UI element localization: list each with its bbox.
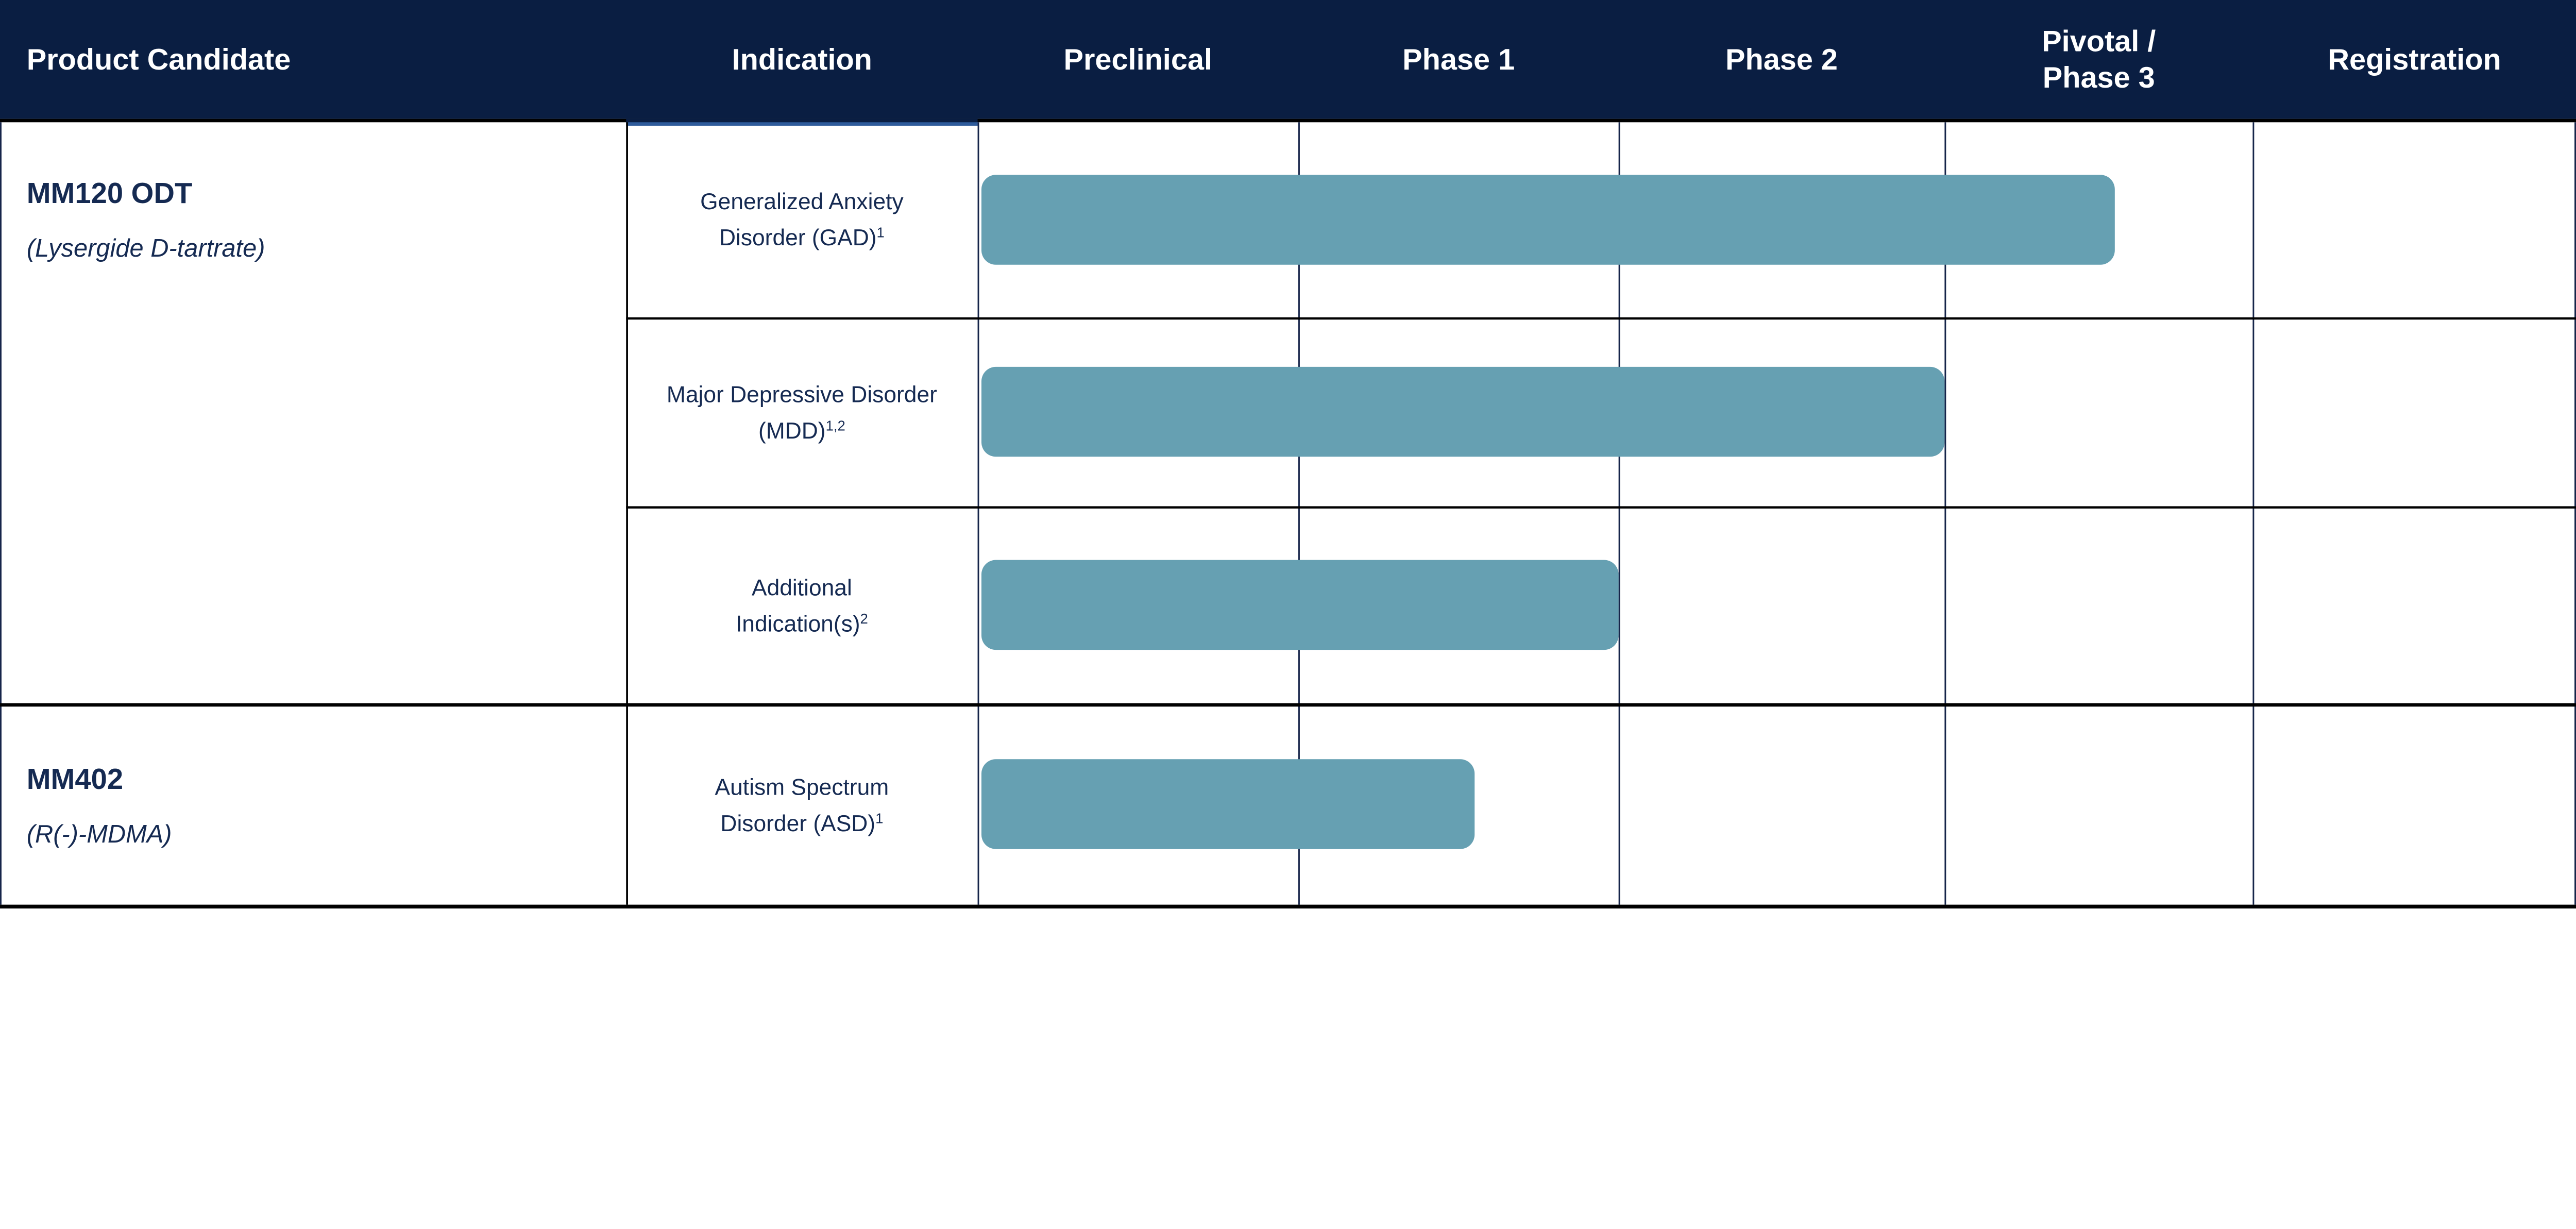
indication-cell-gad: Generalized Anxiety Disorder (GAD)1 (626, 122, 977, 317)
footnote-marker: 2 (860, 610, 868, 627)
col-header-pivotal-phase-3: Pivotal / Phase 3 (2042, 23, 2156, 96)
indication-label-asd: Autism Spectrum Disorder (ASD)1 (715, 774, 889, 836)
product-cell-mm120: MM120 ODT (Lysergide D-tartrate) (0, 122, 624, 317)
indication-cell-mdd: Major Depressive Disorder (MDD)1,2 (626, 319, 977, 506)
pipeline-bar-gad (981, 175, 2115, 265)
indication-cell-additional: Additional Indication(s)2 (626, 509, 977, 703)
indication-cell-asd: Autism Spectrum Disorder (ASD)1 (626, 706, 977, 904)
pipeline-bar-mdd (981, 366, 1945, 457)
col-header-phase-1: Phase 1 (1402, 42, 1515, 76)
header-bottom-border (0, 119, 2576, 123)
gridline-phase2-pivotal (1944, 122, 1946, 905)
col-header-indication: Indication (732, 42, 872, 76)
product-name-mm402: MM402 (26, 763, 124, 796)
table-border-right (2574, 122, 2576, 905)
pipeline-bar-additional (981, 560, 1619, 650)
footnote-marker: 1,2 (825, 417, 845, 434)
product-name-mm120: MM120 ODT (26, 177, 193, 210)
clinical-pipeline-table: Product Candidate Indication Preclinical… (0, 0, 2576, 909)
gridline-indication-preclinical (977, 122, 979, 905)
col-header-pivotal-line2: Phase 3 (2042, 60, 2155, 94)
indication-header-tab (626, 119, 978, 123)
product-subname-mm120: (Lysergide D-tartrate) (26, 233, 265, 262)
footnote-marker: 1 (875, 810, 884, 827)
indication-label-mdd: Major Depressive Disorder (MDD)1,2 (666, 381, 937, 444)
gridline-product-indication (626, 122, 628, 905)
col-header-phase-2: Phase 2 (1725, 42, 1838, 76)
row-separator-mdd-additional (626, 506, 2576, 509)
product-cell-mm402: MM402 (R(-)-MDMA) (0, 706, 624, 904)
col-header-preclinical: Preclinical (1063, 42, 1212, 76)
col-header-pivotal-line1: Pivotal / (2042, 24, 2156, 58)
indication-label-additional: Additional Indication(s)2 (735, 575, 868, 636)
section-separator-mm120-mm402 (0, 703, 2576, 707)
row-separator-gad-mdd (626, 317, 2576, 320)
gridline-phase1-phase2 (1618, 122, 1620, 905)
gridline-pivotal-registration (2252, 122, 2255, 905)
product-subname-mm402: (R(-)-MDMA) (26, 819, 172, 848)
col-header-registration: Registration (2328, 42, 2501, 76)
table-header: Product Candidate Indication Preclinical… (0, 0, 2576, 119)
footnote-marker: 1 (876, 224, 885, 241)
table-border-left (0, 122, 2, 905)
gridline-preclinical-phase1 (1298, 122, 1300, 905)
pipeline-bar-asd (981, 759, 1475, 849)
table-border-bottom (0, 904, 2576, 909)
indication-label-gad: Generalized Anxiety Disorder (GAD)1 (700, 189, 904, 250)
indication-header-accent-line (626, 122, 978, 126)
col-header-product-candidate: Product Candidate (26, 42, 291, 76)
